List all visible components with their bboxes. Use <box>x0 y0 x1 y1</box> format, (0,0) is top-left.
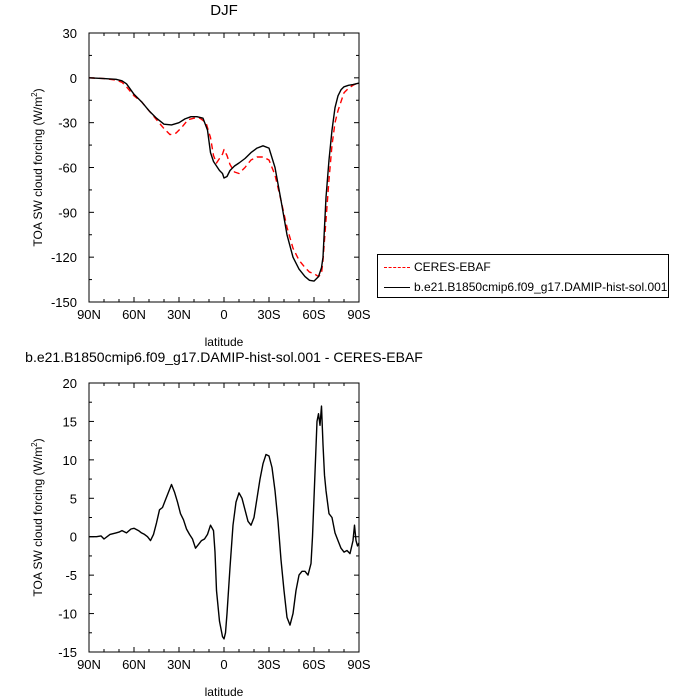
chart-panel-1: DJF 90N 60N 30N 0 30S 60S 90S 30 0 -30 -60 -90 -120 -1… <box>30 2 371 349</box>
plot-frame <box>88 32 360 303</box>
x-tick-label: 60S <box>302 307 325 322</box>
legend-entry-obs: CERES-EBAF <box>384 258 491 276</box>
legend-swatch-model <box>384 286 410 288</box>
legend: CERES-EBAF b.e21.B1850cmip6.f09_g17.DAMI… <box>377 254 669 298</box>
y-axis-label: TOA SW cloud forcing (W/m2) <box>30 88 45 246</box>
y-tick-label: 15 <box>63 414 77 429</box>
legend-swatch-obs <box>384 266 410 268</box>
x-axis-label: latitude <box>205 685 244 699</box>
legend-label-model: b.e21.B1850cmip6.f09_g17.DAMIP-hist-sol.… <box>414 280 668 294</box>
plot-frame <box>88 382 360 653</box>
x-tick-label: 30S <box>257 657 280 672</box>
x-axis-label: latitude <box>205 335 244 349</box>
x-tick-label: 90S <box>347 657 370 672</box>
chart-title: b.e21.B1850cmip6.f09_g17.DAMIP-hist-sol.… <box>25 349 423 365</box>
y-tick-label: -15 <box>58 645 77 660</box>
y-tick-label: -90 <box>58 205 77 220</box>
y-tick-label: -60 <box>58 161 77 176</box>
x-tick-label: 90N <box>77 307 101 322</box>
y-tick-label: -120 <box>51 250 77 265</box>
x-tick-label: 90N <box>77 657 101 672</box>
y-tick-label: 30 <box>63 26 77 41</box>
x-tick-label: 30N <box>167 307 191 322</box>
series-line-1 <box>88 77 360 278</box>
x-tick-label: 0 <box>220 307 227 322</box>
x-tick-label: 90S <box>347 307 370 322</box>
y-tick-label: 0 <box>70 71 77 86</box>
x-tick-label: 30N <box>167 657 191 672</box>
series-line-1 <box>89 405 360 640</box>
y-tick-label: 5 <box>70 491 77 506</box>
y-tick-label: -10 <box>58 607 77 622</box>
x-tick-label: 60S <box>302 657 325 672</box>
series-line-2 <box>88 77 360 282</box>
x-tick-label: 0 <box>220 657 227 672</box>
y-tick-label: 0 <box>70 530 77 545</box>
x-tick-label: 60N <box>122 307 146 322</box>
chart-panel-2: b.e21.B1850cmip6.f09_g17.DAMIP-hist-sol.… <box>25 349 423 699</box>
y-tick-label: 20 <box>63 376 77 391</box>
y-tick-label: -5 <box>65 568 77 583</box>
legend-label-obs: CERES-EBAF <box>414 260 491 274</box>
y-tick-label: -150 <box>51 295 77 310</box>
x-tick-label: 60N <box>122 657 146 672</box>
legend-entry-model: b.e21.B1850cmip6.f09_g17.DAMIP-hist-sol.… <box>384 278 667 296</box>
y-tick-label: -30 <box>58 116 77 131</box>
y-tick-label: 10 <box>63 453 77 468</box>
chart-title: DJF <box>210 2 238 19</box>
x-tick-label: 30S <box>257 307 280 322</box>
y-axis-label: TOA SW cloud forcing (W/m2) <box>30 438 45 596</box>
